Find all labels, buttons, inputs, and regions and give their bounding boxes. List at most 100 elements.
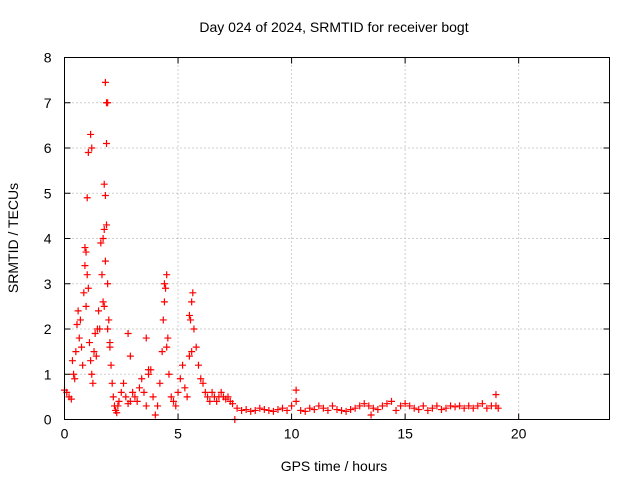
data-point: [142, 402, 150, 410]
y-tick-label: 5: [44, 185, 52, 201]
data-point: [465, 402, 473, 410]
data-point: [89, 379, 97, 387]
y-tick-label: 2: [44, 321, 52, 337]
data-point: [84, 149, 92, 157]
data-point: [383, 400, 391, 408]
data-point: [82, 302, 90, 310]
x-tick-label: 20: [511, 426, 527, 442]
data-point: [242, 406, 250, 414]
data-point: [104, 325, 112, 333]
data-point: [83, 271, 91, 279]
data-point: [163, 343, 171, 351]
data-point: [315, 402, 323, 410]
data-point: [104, 99, 112, 107]
data-point: [142, 334, 150, 342]
data-point: [156, 379, 164, 387]
data-point: [108, 379, 116, 387]
data-point: [101, 78, 109, 86]
data-point: [165, 370, 173, 378]
data-point: [88, 370, 96, 378]
data-point: [120, 379, 128, 387]
data-point: [451, 403, 459, 411]
axis-ticks: 0 5 10 15 20 0 1 2 3 4 5 6 7 8: [44, 50, 610, 442]
data-point: [91, 330, 99, 338]
data-point: [179, 361, 187, 369]
data-point: [154, 402, 162, 410]
data-point: [288, 402, 296, 410]
data-point: [96, 325, 104, 333]
x-tick-label: 10: [284, 426, 300, 442]
data-point: [135, 384, 143, 392]
data-point: [333, 406, 341, 414]
data-point: [138, 375, 146, 383]
data-point: [478, 400, 486, 408]
data-point: [67, 395, 75, 403]
data-point: [117, 388, 125, 396]
data-point: [92, 352, 100, 360]
data-point: [131, 393, 139, 401]
data-point: [70, 370, 78, 378]
data-point: [172, 402, 180, 410]
data-point: [72, 348, 80, 356]
data-point: [419, 402, 427, 410]
data-point: [149, 393, 157, 401]
data-point: [164, 334, 172, 342]
data-point: [133, 397, 141, 405]
data-point: [140, 388, 148, 396]
data-point: [170, 397, 177, 405]
data-point: [342, 407, 350, 415]
data-point: [75, 334, 83, 342]
data-point: [95, 307, 103, 315]
y-tick-label: 8: [44, 50, 52, 66]
data-point: [87, 357, 95, 365]
data-point: [80, 289, 88, 297]
data-point: [319, 404, 327, 412]
data-point: [107, 361, 115, 369]
data-point: [71, 375, 79, 383]
data-point: [74, 307, 82, 315]
data-point: [378, 402, 386, 410]
data-point: [90, 348, 98, 356]
data-point: [87, 130, 95, 138]
data-point: [229, 400, 237, 408]
data-point: [194, 361, 202, 369]
data-point: [356, 402, 364, 410]
data-point: [129, 388, 137, 396]
data-point: [447, 402, 455, 410]
data-point: [233, 404, 241, 412]
data-point: [279, 404, 286, 412]
data-point: [310, 406, 318, 414]
data-point: [442, 404, 450, 412]
data-point: [494, 404, 502, 412]
y-tick-label: 0: [44, 412, 52, 428]
x-tick-label: 0: [61, 426, 69, 442]
data-point: [122, 393, 130, 401]
data-point: [301, 407, 309, 415]
x-tick-label: 5: [174, 426, 182, 442]
data-point: [99, 235, 107, 242]
data-point: [160, 298, 168, 306]
data-point: [424, 406, 432, 414]
data-point: [109, 393, 117, 401]
data-point: [456, 402, 464, 410]
data-point: [347, 406, 355, 414]
data-point: [189, 289, 197, 297]
data-point: [163, 271, 171, 279]
data-point: [328, 402, 336, 410]
data-point: [76, 316, 84, 324]
data-point: [115, 397, 123, 405]
data-point: [388, 397, 395, 405]
data-point: [269, 407, 277, 415]
data-point: [114, 402, 122, 410]
data-point: [106, 339, 114, 347]
data-point: [292, 397, 300, 405]
data-point: [100, 180, 108, 188]
data-point: [206, 397, 214, 405]
data-point: [81, 244, 89, 252]
chart-title: Day 024 of 2024, SRMTID for receiver bog…: [199, 19, 468, 35]
data-point: [162, 284, 170, 292]
data-point: [103, 221, 111, 229]
data-point: [126, 397, 134, 405]
data-point: [101, 257, 109, 265]
data-point: [145, 366, 153, 374]
